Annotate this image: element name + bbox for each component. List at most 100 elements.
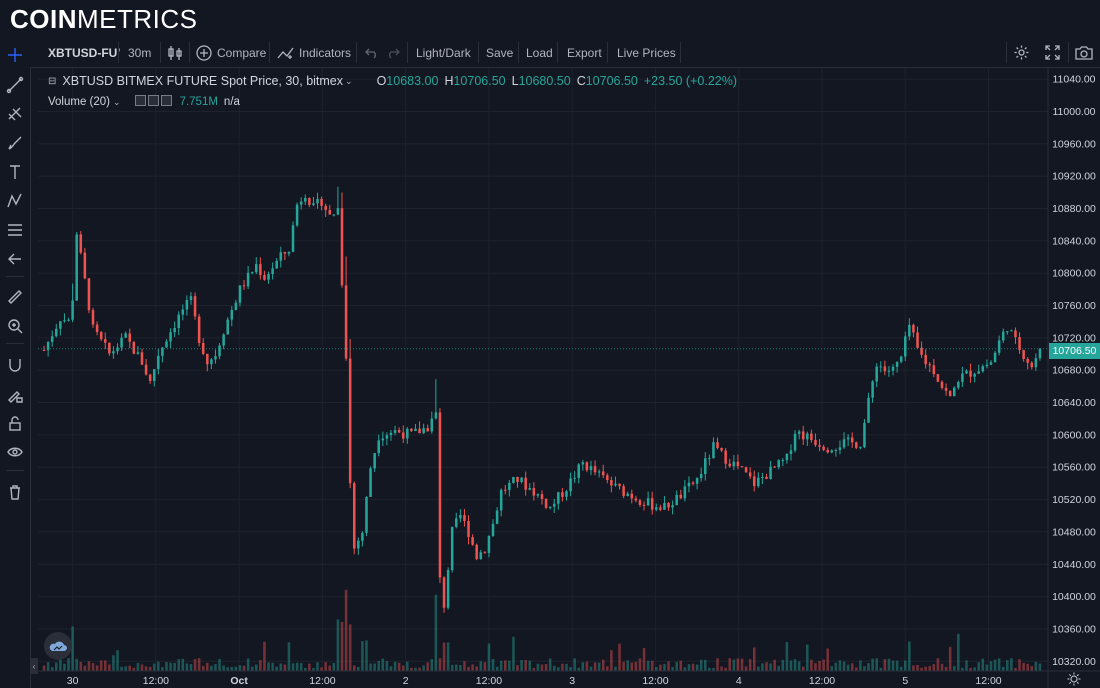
candle-body <box>577 464 580 478</box>
zoom-in-icon[interactable] <box>4 315 26 337</box>
trash-icon[interactable] <box>4 481 26 503</box>
live-prices-button[interactable]: Live Prices <box>617 45 676 60</box>
interval-selector[interactable]: 30m <box>128 45 152 60</box>
chart-type-button[interactable] <box>168 38 182 67</box>
fullscreen-button[interactable] <box>1045 38 1060 67</box>
trend-line-tool-icon[interactable] <box>4 74 26 96</box>
volume-bar <box>810 659 813 671</box>
candle-body <box>475 544 478 560</box>
text-tool-icon[interactable] <box>4 161 26 183</box>
cloud-icon <box>49 641 67 651</box>
candle-body <box>308 197 311 205</box>
candle-body <box>189 296 193 300</box>
volume-bar <box>957 633 960 671</box>
candle-body <box>540 494 544 499</box>
x-tick-label: 12:00 <box>975 675 1001 687</box>
candle-body <box>867 397 870 423</box>
candle-body <box>83 252 87 279</box>
candle-body <box>442 577 446 608</box>
candle-body <box>401 432 405 439</box>
candle-body <box>144 364 148 375</box>
settings-toggle-icon[interactable] <box>147 95 159 106</box>
candle-body <box>369 468 372 498</box>
candle-body <box>997 340 1001 353</box>
volume-bar <box>536 663 540 671</box>
candle-body <box>283 252 287 254</box>
candle-body <box>304 197 307 202</box>
chevron-down-icon[interactable]: ⌄ <box>345 75 353 86</box>
y-tick-label: 10320.00 <box>1052 656 1096 668</box>
export-button[interactable]: Export <box>567 45 602 60</box>
candle-body <box>940 381 944 388</box>
candle-body <box>124 333 127 338</box>
candle-body <box>361 532 364 541</box>
collapse-icon[interactable]: ⊟ <box>48 75 57 87</box>
volume-bar <box>152 663 156 671</box>
redo-button[interactable] <box>386 38 400 67</box>
volume-bar <box>250 666 254 671</box>
chevron-down-icon[interactable]: ⌄ <box>113 96 121 107</box>
screenshot-button[interactable] <box>1075 38 1093 67</box>
volume-bar <box>479 661 483 671</box>
candle-body <box>601 471 605 476</box>
volume-bar <box>377 660 380 671</box>
save-button[interactable]: Save <box>486 45 514 60</box>
indicators-button[interactable]: Indicators <box>277 38 351 67</box>
undo-button[interactable] <box>365 38 379 67</box>
pitchfork-tool-icon[interactable] <box>4 103 26 125</box>
candle-body <box>887 370 891 372</box>
collapse-toolbar-button[interactable]: ‹ <box>30 658 38 674</box>
compare-button[interactable]: Compare <box>196 38 266 67</box>
volume-bar <box>663 663 666 671</box>
brush-tool-icon[interactable] <box>4 132 26 154</box>
candle-body <box>471 537 474 545</box>
open-label: O <box>376 74 387 88</box>
volume-bar <box>1034 661 1038 671</box>
volume-bar <box>1010 658 1013 671</box>
candle-body <box>716 442 719 449</box>
candle-body <box>765 476 768 480</box>
light-dark-button[interactable]: Light/Dark <box>416 45 471 60</box>
load-button[interactable]: Load <box>526 45 553 60</box>
candle-body <box>1014 330 1017 338</box>
volume-bar <box>169 662 172 671</box>
magnet-icon[interactable] <box>4 354 26 376</box>
plus-circle-icon <box>196 44 212 61</box>
cloud-button[interactable] <box>44 632 72 660</box>
toolbar-separator <box>356 42 357 63</box>
pattern-tool-icon[interactable] <box>4 190 26 212</box>
settings-button[interactable] <box>1013 38 1030 67</box>
remove-icon[interactable] <box>160 95 172 106</box>
candle-body <box>593 466 597 473</box>
lock-drawing-icon[interactable] <box>4 383 26 405</box>
candle-body <box>663 503 666 510</box>
eye-icon[interactable] <box>4 441 26 463</box>
eye-toggle-icon[interactable] <box>134 95 146 106</box>
series-title[interactable]: XBTUSD BITMEX FUTURE Spot Price, 30, bit… <box>62 74 344 88</box>
volume-bar <box>961 667 964 671</box>
symbol-search[interactable]: XBTUSD-FU' <box>48 45 121 60</box>
change-value: +23.50 (+0.22%) <box>643 74 737 88</box>
volume-controls[interactable] <box>134 95 174 109</box>
candle-body <box>450 526 454 571</box>
candle-body <box>55 328 58 337</box>
candle-body <box>148 374 152 381</box>
ruler-tool-icon[interactable] <box>4 286 26 308</box>
volume-bar <box>736 658 740 671</box>
volume-label[interactable]: Volume (20) <box>48 96 111 108</box>
candle-body <box>455 518 458 527</box>
axis-settings-icon[interactable] <box>1066 671 1082 687</box>
volume-bar <box>75 658 78 671</box>
candle-body <box>128 333 132 342</box>
volume-bar <box>948 646 952 671</box>
back-arrow-icon[interactable] <box>4 248 26 270</box>
volume-bar <box>414 667 417 671</box>
volume-bar <box>724 667 727 671</box>
volume-bar <box>899 666 903 671</box>
crosshair-tool-icon[interactable] <box>4 44 26 66</box>
candle-body <box>720 448 723 451</box>
x-tick-label: 30 <box>67 675 79 687</box>
unlock-icon[interactable] <box>4 412 26 434</box>
fib-tool-icon[interactable] <box>4 219 26 241</box>
